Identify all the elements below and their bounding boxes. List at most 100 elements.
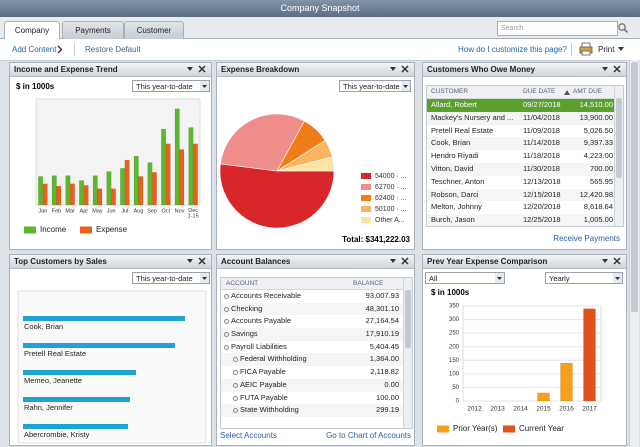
x-tick-label: May <box>92 208 103 214</box>
chart-of-accounts-link[interactable]: Go to Chart of Accounts <box>326 431 411 440</box>
table-cell: 14,510.00 <box>579 100 613 109</box>
table-cell: 09/27/2018 <box>523 100 561 109</box>
search-box[interactable]: Search <box>497 21 618 36</box>
table-row[interactable]: Savings 17,910.19 <box>221 328 403 341</box>
bullet <box>233 382 238 388</box>
panel-controls[interactable] <box>187 65 207 74</box>
table-row[interactable]: Cook, Brian 11/14/2018 9,397.33 <box>427 137 614 151</box>
receive-payments-link[interactable]: Receive Payments <box>553 234 620 243</box>
help-link[interactable]: How do I customize this page? <box>458 45 567 54</box>
table-row[interactable]: Pretell Real Estate 11/09/2018 5,026.50 <box>427 124 614 138</box>
account-balance: 5,404.45 <box>369 341 399 351</box>
restore-default-link[interactable]: Restore Default <box>85 45 141 54</box>
panel-controls[interactable] <box>390 257 410 266</box>
table-row[interactable]: FICA Payable 2,118.82 <box>221 366 403 379</box>
table-scrollbar[interactable] <box>403 278 412 428</box>
scroll-thumb[interactable] <box>616 98 622 178</box>
table-row[interactable]: Burch, Jason 12/25/2018 1,005.00 <box>427 214 614 226</box>
period-dropdown[interactable]: This year-to-date <box>339 80 411 92</box>
x-tick-label: 2012 <box>467 406 482 413</box>
table-cell: 12/13/2018 <box>523 176 561 186</box>
table-scrollbar[interactable] <box>614 86 623 226</box>
panel-header: Customers Who Owe Money <box>423 63 626 77</box>
legend-label: 50100 · ... <box>375 206 407 213</box>
bar <box>161 128 167 206</box>
account-name: Accounts Payable <box>231 316 292 326</box>
bar <box>42 183 48 206</box>
table-row[interactable]: Checking 48,301.10 <box>221 302 403 316</box>
sort-arrow[interactable] <box>564 90 570 95</box>
x-tick-label: Feb <box>52 208 61 214</box>
search-icon[interactable] <box>617 22 629 34</box>
tab[interactable]: Company <box>4 21 60 40</box>
top-customers-chart: Cook, Brian Pretell Real Estate Memeo, Jea… <box>17 290 207 444</box>
table-cell: Teschner, Anton <box>431 176 485 186</box>
table-row[interactable]: State Withholding 299.19 <box>221 404 403 417</box>
legend-swatch <box>24 226 36 234</box>
table-row[interactable]: Allard, Robert 09/27/2018 14,510.00 <box>427 99 614 112</box>
panel-title: Income and Expense Trend <box>14 65 118 74</box>
table-row[interactable]: AEIC Payable 0.00 <box>221 378 403 392</box>
bar-label: Cook, Brian <box>24 322 63 331</box>
tab[interactable]: Payments <box>62 21 124 39</box>
table-row[interactable]: Robson, Darci 12/15/2018 12,420.98 <box>427 188 614 202</box>
bar <box>583 308 596 402</box>
x-tick-label: Oct <box>162 208 171 214</box>
period-dropdown[interactable]: This year-to-date <box>132 80 210 92</box>
select-accounts-link[interactable]: Select Accounts <box>220 431 277 440</box>
x-tick-label: Mar <box>65 208 75 214</box>
period-dropdown[interactable]: This year-to-date <box>132 272 210 284</box>
chevron-icon <box>57 45 63 54</box>
table-row[interactable]: Melton, Johnny 12/20/2018 8,618.64 <box>427 201 614 215</box>
legend-label: Income <box>40 225 67 234</box>
table-row[interactable]: Mackey's Nursery and ... 11/04/2018 13,900… <box>427 111 614 125</box>
panel-controls[interactable] <box>602 65 622 74</box>
expense-pie-chart: Total: $341,222.03 54000 · ... 62700 · ..… <box>219 113 411 244</box>
bar <box>560 362 573 402</box>
bar <box>83 185 89 206</box>
page-scrollbar[interactable] <box>629 60 639 447</box>
filter-dropdown[interactable]: All <box>425 272 505 284</box>
bar <box>97 188 103 206</box>
table-cell: 12/25/2018 <box>523 215 561 225</box>
panel-controls[interactable] <box>602 257 622 266</box>
table-cell: Robson, Darci <box>431 189 479 199</box>
table-row[interactable]: Accounts Receivable 93,007.93 <box>221 290 403 303</box>
account-name: FICA Payable <box>240 367 286 377</box>
bar <box>151 172 157 206</box>
table-row[interactable]: Vitton, David 11/30/2018 700.00 <box>427 162 614 176</box>
table-row[interactable]: Payroll Liabilities 5,404.45 <box>221 340 403 354</box>
scroll-thumb[interactable] <box>405 290 411 348</box>
table-row[interactable]: Hendro Riyadi 11/18/2018 4,223.00 <box>427 150 614 163</box>
x-tick-label: 2013 <box>490 406 505 413</box>
table-cell: Vitton, David <box>431 163 474 173</box>
add-content-link[interactable]: Add Content <box>12 45 57 54</box>
y-tick-label: 250 <box>449 331 460 337</box>
panel: Top Customers by Sales This year-to-date… <box>9 254 212 446</box>
account-balance: 100.00 <box>376 392 399 402</box>
printer-icon[interactable] <box>579 42 593 56</box>
panel: Customers Who Owe Money CUSTOMER DUE DATE… <box>422 62 627 250</box>
account-name: Checking <box>231 303 263 313</box>
scroll-thumb[interactable] <box>631 62 638 312</box>
legend-swatch <box>361 173 371 179</box>
print-button[interactable]: Print <box>598 45 615 54</box>
account-name: Payroll Liabilities <box>231 341 287 351</box>
plot-area <box>462 305 602 402</box>
table-row[interactable]: FUTA Payable 100.00 <box>221 391 403 405</box>
interval-dropdown[interactable]: Yearly <box>545 272 623 284</box>
table-cell: Mackey's Nursery and ... <box>431 112 514 122</box>
table-row[interactable]: Federal Withholding 1,364.00 <box>221 353 403 367</box>
legend-label: Prior Year(s) <box>453 424 498 433</box>
table-row[interactable]: Accounts Payable 27,164.54 <box>221 315 403 329</box>
legend-swatch <box>361 195 371 201</box>
tab[interactable]: Customer <box>124 21 184 39</box>
y-tick-label: 150 <box>449 358 460 364</box>
table-row[interactable]: Teschner, Anton 12/13/2018 565.95 <box>427 175 614 189</box>
table-cell: 565.95 <box>590 176 613 186</box>
dropdown-value: Yearly <box>549 274 570 283</box>
panel-controls[interactable] <box>390 65 410 74</box>
bar <box>106 171 112 206</box>
panel-controls[interactable] <box>187 257 207 266</box>
dropdown-arrow[interactable] <box>618 47 624 52</box>
